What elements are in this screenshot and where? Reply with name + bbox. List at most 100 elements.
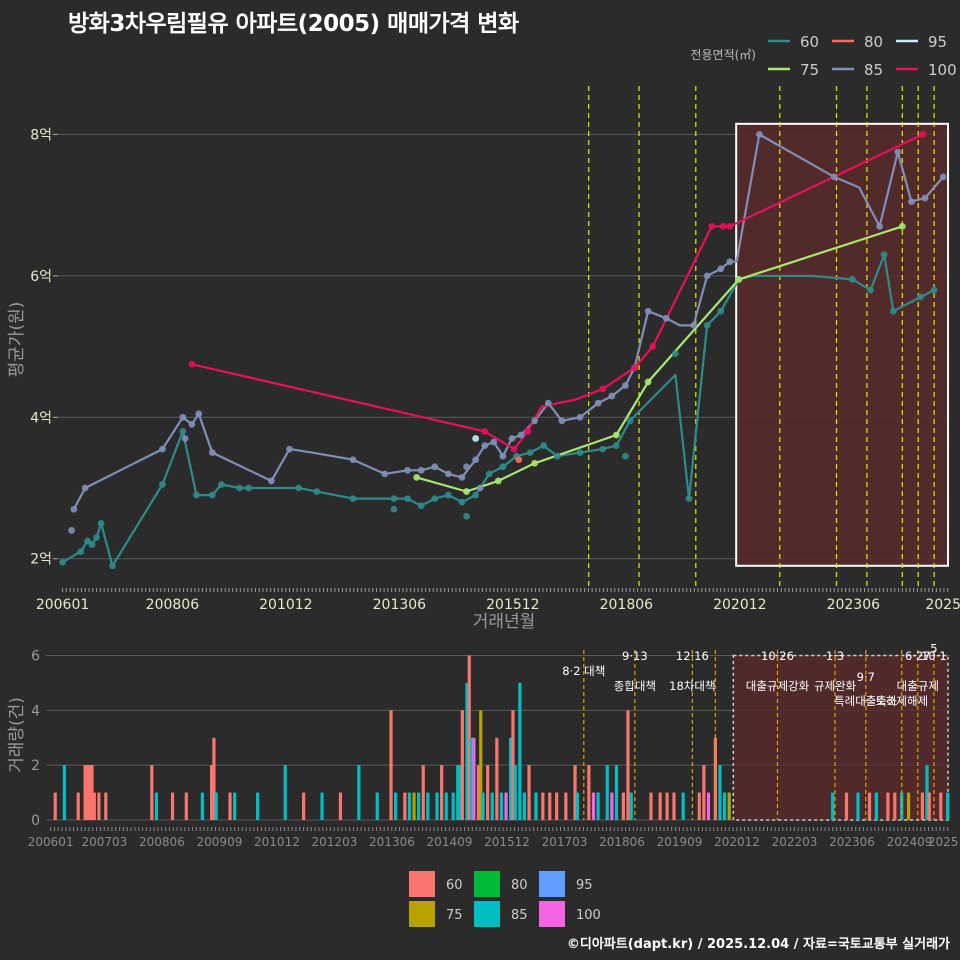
volume-bar-85 [629, 792, 633, 820]
data-point-85 [662, 314, 670, 322]
data-point-100 [649, 343, 657, 350]
volume-bar-75 [479, 710, 483, 820]
volume-bar-85 [154, 792, 159, 820]
policy-label: 규제완화 [814, 679, 857, 693]
volume-bar-85 [681, 792, 685, 820]
data-point-85 [544, 399, 552, 407]
data-point-60 [444, 491, 452, 499]
data-point-85 [644, 307, 652, 315]
volume-bar-85 [490, 792, 494, 820]
volume-bar-60 [564, 792, 568, 820]
series-line-75 [416, 225, 903, 493]
legend-label-100: 100 [928, 61, 957, 79]
data-point-100 [719, 222, 727, 230]
data-point-60 [685, 495, 693, 503]
data-point-85 [208, 449, 216, 457]
data-point-75 [413, 473, 421, 481]
data-point-85 [68, 527, 76, 534]
volume-legend-swatch-60 [409, 871, 435, 897]
volume-bar-85 [465, 682, 469, 820]
volume-bar-85 [458, 765, 462, 820]
volume-bar-60 [228, 792, 232, 820]
volume-legend-label-100: 100 [576, 908, 601, 923]
data-point-85 [703, 272, 711, 280]
volume-bar-85 [320, 792, 324, 820]
data-point-60 [599, 445, 607, 453]
volume-legend-label-60: 60 [446, 878, 463, 893]
volume-legend-label-75: 75 [446, 908, 463, 923]
policy-label: 특례대출축소 [834, 694, 897, 708]
volume-bar-60 [90, 765, 94, 820]
data-point-100 [726, 222, 734, 230]
volume-bar-60 [212, 737, 216, 820]
volume-x-tick-label: 202306 [829, 835, 875, 849]
data-point-60 [313, 488, 321, 495]
data-point-85 [939, 173, 947, 181]
data-point-95 [472, 435, 480, 442]
volume-bar-60 [626, 710, 630, 820]
volume-bar-60 [886, 792, 890, 820]
volume-bar-75 [906, 792, 911, 820]
volume-bar-60 [476, 765, 481, 820]
volume-bar-100 [504, 792, 508, 820]
volume-bar-60 [467, 655, 471, 820]
y-tick-label: 6억 [30, 269, 52, 285]
policy-label: 9·7 [857, 670, 875, 684]
volume-bar-85 [499, 792, 504, 820]
y-tick-label: 8억 [30, 127, 52, 143]
policy-label: 대출규제 [897, 679, 939, 693]
legend-label-60: 60 [800, 33, 819, 51]
policy-label: 12·16 [676, 649, 709, 663]
data-point-85 [499, 452, 507, 460]
volume-bar-60 [92, 792, 96, 820]
data-point-85 [431, 463, 439, 471]
data-point-60 [458, 498, 466, 506]
volume-bar-60 [302, 792, 306, 820]
volume-x-tick-label: 200806 [139, 835, 185, 849]
volume-bar-85 [62, 765, 67, 820]
data-point-60 [349, 495, 357, 503]
data-point-60 [671, 350, 679, 358]
volume-bar-60 [104, 792, 108, 820]
policy-label: 대출규제강화 [746, 679, 810, 693]
volume-bar-60 [927, 792, 931, 820]
volume-bar-60 [403, 792, 407, 820]
data-point-85 [81, 484, 89, 492]
volume-x-tick-label: 200703 [82, 835, 128, 849]
data-point-60 [703, 321, 711, 329]
volume-bar-85 [469, 737, 474, 820]
volume-bar-85 [233, 792, 237, 820]
volume-bar-85 [722, 792, 727, 820]
data-point-60 [417, 502, 425, 510]
data-point-85 [608, 392, 616, 400]
volume-bar-85 [426, 792, 430, 820]
data-point-85 [594, 399, 602, 407]
volume-x-tick-label: 200601 [28, 835, 74, 849]
volume-x-tick-label: 201409 [427, 835, 473, 849]
data-point-60 [485, 470, 493, 478]
source-footer: ©디아파트(dapt.kr) / 2025.12.04 / 자료=국토교통부 실… [566, 937, 950, 952]
data-point-60 [404, 495, 411, 503]
data-point-60 [236, 484, 243, 492]
data-point-85 [517, 431, 525, 439]
volume-bar-85 [518, 682, 522, 820]
data-point-60 [576, 449, 584, 457]
data-point-85 [188, 420, 196, 428]
volume-bar-60 [658, 792, 662, 820]
legend-label-75: 75 [800, 61, 819, 79]
data-point-85 [195, 410, 203, 418]
data-point-85 [576, 413, 584, 421]
volume-highlight-region [732, 654, 949, 821]
volume-y-tick-label: 4 [31, 703, 40, 719]
chart-title: 방화3차우림필유 아파트(2005) 매매가격 변화 [68, 11, 519, 37]
volume-bar-60 [672, 792, 676, 820]
y-axis-title: 평균가(원) [7, 302, 27, 378]
data-point-80 [515, 456, 523, 464]
volume-x-tick-label: 2025 [928, 835, 959, 849]
data-point-60 [463, 512, 470, 520]
data-point-85 [755, 131, 763, 138]
volume-bar-85 [283, 765, 287, 820]
data-point-60 [717, 307, 725, 315]
volume-bar-85 [451, 792, 455, 820]
